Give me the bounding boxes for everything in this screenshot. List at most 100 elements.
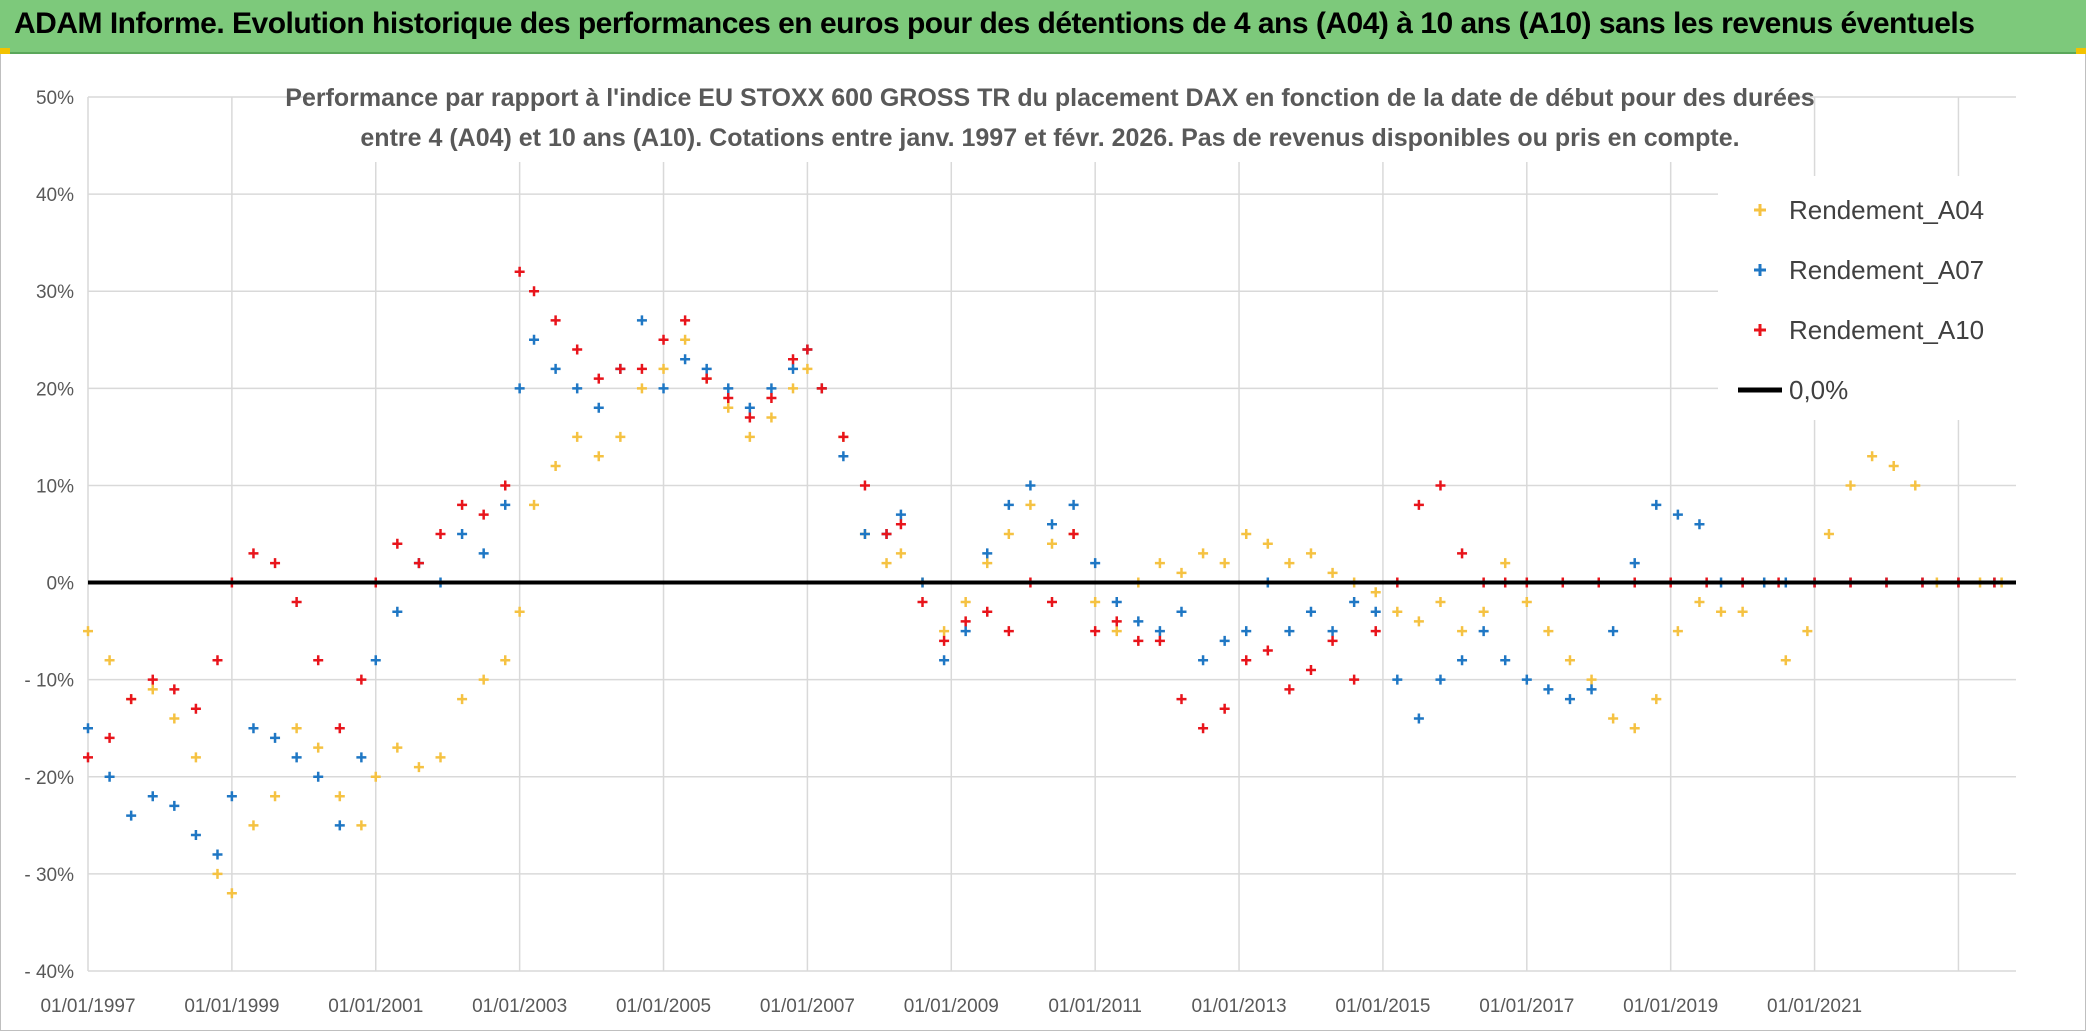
data-point	[895, 548, 906, 559]
series-Rendement_A04	[83, 334, 2007, 899]
y-tick-label: 0%	[47, 574, 75, 595]
data-point	[1392, 674, 1403, 685]
y-tick-label: 10%	[36, 476, 74, 497]
report-title: ADAM Informe. Evolution historique des p…	[14, 7, 1975, 40]
data-point	[838, 431, 849, 442]
data-point	[1413, 499, 1424, 510]
data-point	[248, 820, 259, 831]
x-tick-label: 01/01/2015	[1335, 996, 1430, 1017]
y-tick-label: 40%	[36, 185, 74, 206]
chart-subtitle-line-2: entre 4 (A04) et 10 ans (A10). Cotations…	[360, 124, 1739, 152]
data-point	[270, 732, 281, 743]
x-tick-label: 01/01/1999	[184, 996, 279, 1017]
corner-accent-right	[2076, 48, 2086, 54]
data-point	[593, 373, 604, 384]
data-point	[1154, 635, 1165, 646]
data-point	[392, 606, 403, 617]
legend-plus-marker	[1754, 204, 1766, 216]
data-point	[1327, 567, 1338, 578]
data-point	[939, 626, 950, 637]
data-point	[859, 480, 870, 491]
data-point	[982, 558, 993, 569]
data-point	[83, 752, 93, 763]
data-point	[478, 548, 489, 559]
data-point	[701, 363, 712, 374]
data-point	[550, 315, 561, 326]
data-point	[636, 383, 647, 394]
data-point	[291, 596, 302, 607]
data-point	[1241, 655, 1252, 666]
legend-entry-label: Rendement_A04	[1789, 195, 1984, 225]
data-point	[1111, 616, 1122, 627]
data-point	[1370, 606, 1381, 617]
data-point	[147, 674, 158, 685]
data-point	[334, 820, 345, 831]
data-point	[723, 402, 734, 413]
data-point	[1392, 606, 1403, 617]
data-point	[190, 703, 201, 714]
data-point	[1845, 480, 1856, 491]
data-point	[1090, 626, 1101, 637]
data-point	[1068, 529, 1079, 539]
data-point	[1521, 596, 1532, 607]
data-point	[457, 499, 468, 510]
data-point	[1047, 596, 1057, 607]
data-point	[1564, 655, 1575, 666]
data-point	[1284, 684, 1295, 695]
data-point	[658, 334, 669, 345]
data-point	[1651, 499, 1662, 510]
data-point	[1090, 596, 1101, 607]
data-point	[1003, 626, 1014, 637]
data-point	[744, 402, 755, 413]
data-point	[212, 849, 223, 860]
data-point	[1111, 626, 1122, 637]
y-tick-label: 20%	[36, 379, 74, 400]
data-point	[1090, 558, 1101, 569]
legend-entry-label: 0,0%	[1789, 375, 1848, 405]
data-point	[744, 412, 755, 423]
data-point	[1780, 655, 1791, 666]
data-point	[226, 791, 237, 802]
data-point	[356, 752, 367, 763]
subtitle-background	[310, 80, 1790, 162]
data-point	[212, 868, 223, 879]
data-point	[1241, 529, 1252, 539]
data-point	[1327, 626, 1338, 637]
data-point	[572, 344, 583, 355]
data-point	[1413, 713, 1424, 724]
data-point	[356, 820, 367, 831]
data-point	[1521, 674, 1532, 685]
data-point	[658, 383, 669, 394]
data-point	[1219, 558, 1230, 569]
data-point	[766, 412, 777, 423]
data-point	[126, 810, 137, 821]
data-point	[1672, 509, 1683, 520]
data-point	[1802, 626, 1813, 637]
data-point	[1716, 606, 1727, 617]
data-point	[1176, 567, 1187, 578]
data-point	[435, 752, 446, 763]
data-point	[1219, 703, 1230, 714]
data-point	[83, 723, 93, 734]
data-point	[1910, 480, 1921, 491]
data-point	[104, 771, 115, 782]
data-point	[514, 606, 525, 617]
data-point	[1737, 606, 1748, 617]
data-point	[313, 742, 324, 753]
data-point	[190, 830, 201, 841]
data-point	[1629, 558, 1640, 569]
legend-entry-label: Rendement_A10	[1789, 315, 1984, 345]
data-point	[1305, 664, 1316, 675]
data-point	[1284, 626, 1295, 637]
data-point	[680, 354, 691, 365]
data-point	[514, 383, 525, 394]
x-axis-ticks: 01/01/1997 01/01/1999 01/01/2001 01/01/2003…	[40, 996, 1862, 1017]
data-point	[982, 548, 993, 559]
data-point	[1219, 635, 1230, 646]
data-point	[593, 451, 604, 462]
data-point	[1305, 606, 1316, 617]
data-point	[593, 402, 604, 413]
data-point	[1608, 713, 1619, 724]
legend-plus-marker	[1754, 324, 1766, 336]
data-point	[636, 315, 647, 326]
